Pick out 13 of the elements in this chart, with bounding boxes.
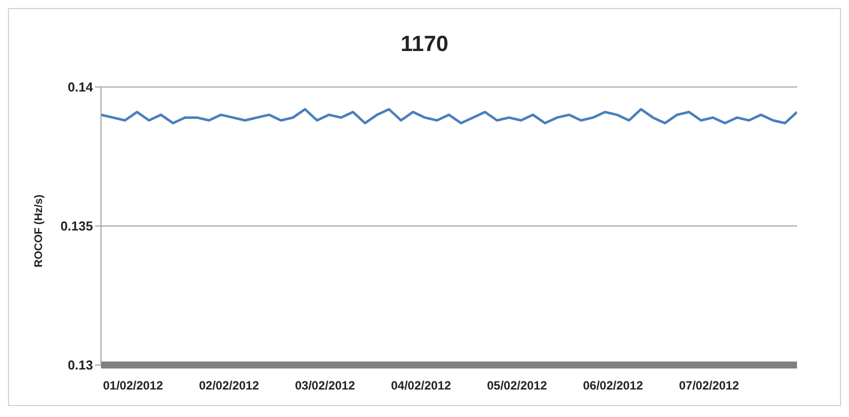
x-tick-label: 05/02/2012 [486,378,548,393]
x-tick-label: 01/02/2012 [102,378,164,393]
y-tick-label: 0.13 [68,358,93,373]
y-axis-title: ROCOF (Hz/s) [33,194,45,268]
x-tick-label: 02/02/2012 [198,378,260,393]
x-tick-label: 04/02/2012 [390,378,452,393]
y-tick-label: 0.14 [68,80,94,95]
chart-title: 1170 [400,31,450,57]
x-tick-label: 03/02/2012 [294,378,356,393]
x-tick-label: 07/02/2012 [678,378,740,393]
x-tick-label: 06/02/2012 [582,378,644,393]
y-tick-label: 0.135 [60,218,93,234]
line-series [101,108,797,124]
